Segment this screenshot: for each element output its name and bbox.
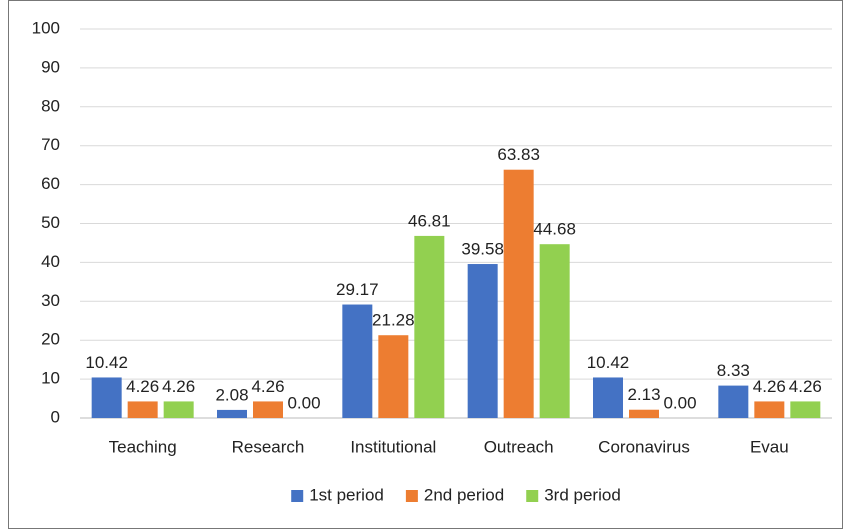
data-label: 29.17 (336, 280, 379, 299)
data-label: 4.26 (789, 377, 822, 396)
data-label: 44.68 (533, 220, 576, 239)
y-tick-label: 20 (41, 330, 60, 349)
bar (414, 235, 445, 418)
bar (163, 401, 194, 418)
x-tick-label: Research (232, 437, 305, 456)
bar (127, 401, 158, 418)
bar (378, 335, 409, 418)
data-label: 39.58 (461, 240, 504, 259)
data-label: 10.42 (85, 353, 128, 372)
data-label: 2.08 (215, 385, 248, 404)
bar (629, 409, 659, 418)
legend-swatch (526, 490, 539, 502)
bar (217, 409, 247, 418)
data-label: 63.83 (497, 145, 540, 164)
y-tick-label: 0 (51, 407, 60, 426)
x-tick-label: Teaching (109, 437, 177, 456)
y-tick-label: 10 (41, 369, 60, 388)
y-tick-label: 40 (41, 252, 60, 271)
bar (593, 377, 623, 418)
data-label: 2.13 (627, 385, 660, 404)
legend-label: 2nd period (424, 485, 504, 504)
y-tick-label: 100 (32, 18, 60, 37)
y-tick-label: 70 (41, 135, 60, 154)
y-tick-label: 80 (41, 96, 60, 115)
bar (754, 401, 785, 418)
data-label: 4.26 (753, 377, 786, 396)
y-tick-label: 50 (41, 213, 60, 232)
data-label: 21.28 (372, 311, 415, 330)
data-label: 8.33 (717, 361, 750, 380)
x-tick-label: Coronavirus (598, 437, 690, 456)
bar (718, 385, 749, 418)
data-label: 10.42 (587, 353, 630, 372)
data-label: 4.26 (251, 377, 284, 396)
x-tick-label: Institutional (350, 437, 436, 456)
bar (467, 264, 498, 418)
legend-label: 1st period (309, 485, 384, 504)
legend-swatch (291, 490, 304, 502)
x-tick-label: Evau (750, 437, 789, 456)
legend-label: 3rd period (544, 485, 621, 504)
bar (253, 401, 283, 418)
y-tick-label: 60 (41, 174, 60, 193)
data-label: 0.00 (663, 393, 696, 412)
data-label: 4.26 (126, 377, 159, 396)
bar (790, 401, 821, 418)
y-tick-label: 90 (41, 57, 60, 76)
data-label: 0.00 (287, 393, 320, 412)
bar (342, 304, 373, 418)
bar (539, 244, 570, 418)
bar (503, 169, 534, 418)
data-label: 4.26 (162, 377, 195, 396)
x-tick-label: Outreach (484, 437, 554, 456)
data-label: 46.81 (408, 211, 451, 230)
y-tick-label: 30 (41, 291, 60, 310)
bar (91, 377, 122, 418)
legend-swatch (405, 490, 418, 502)
